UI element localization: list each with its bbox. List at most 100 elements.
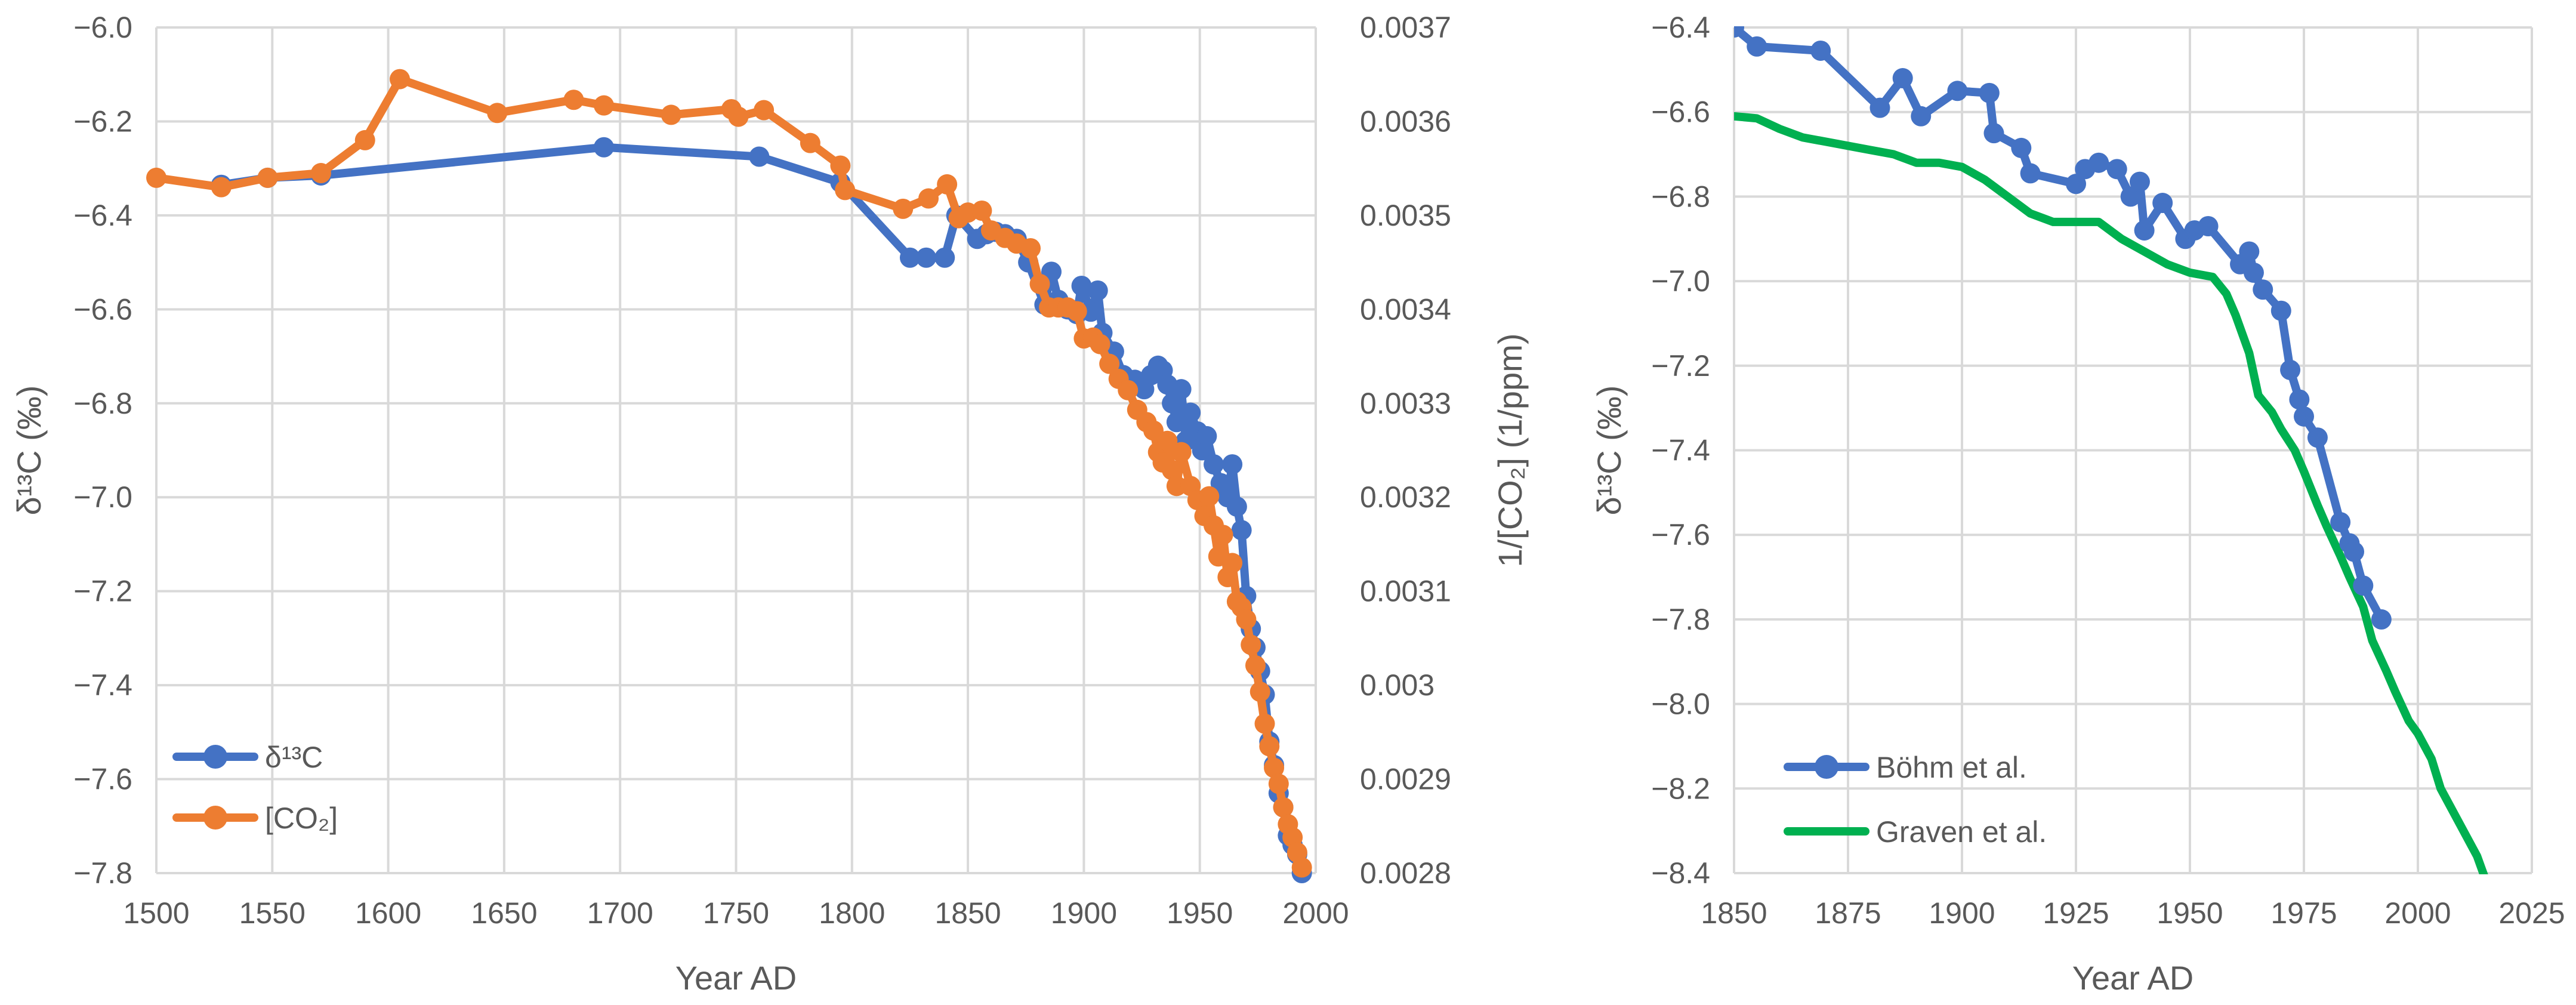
data-point [1983, 123, 2004, 144]
data-point [1222, 553, 1243, 574]
data-point [354, 130, 375, 150]
series-d13c [211, 137, 1312, 883]
y2-tick-label: 0.0032 [1360, 480, 1451, 514]
x-tick-label: 2000 [1282, 896, 1349, 930]
data-point [2330, 511, 2351, 532]
y-tick-label: −6.4 [1651, 11, 1710, 44]
data-point [1213, 525, 1233, 545]
x-tick-label: 1800 [819, 896, 885, 930]
data-point [893, 198, 914, 219]
data-point [916, 247, 937, 268]
legend-item: [CO₂] [172, 801, 338, 835]
data-point [1090, 334, 1110, 354]
data-point [1869, 97, 1890, 118]
y-tick-label: −6.2 [73, 104, 132, 138]
data-point [2020, 163, 2041, 184]
y-tick-label: −6.4 [73, 199, 132, 232]
data-point [1254, 713, 1275, 734]
y-tick-label: −6.0 [73, 11, 132, 44]
data-point [1236, 609, 1257, 630]
data-point [899, 247, 920, 268]
series-line [217, 143, 1306, 877]
x-tick-label: 1500 [123, 896, 189, 930]
data-point [1911, 106, 1932, 127]
legend-label: δ¹³C [265, 741, 323, 774]
data-point [2243, 262, 2264, 283]
x-tick-label: 2000 [2384, 896, 2451, 930]
y2-tick-label: 0.0035 [1360, 199, 1451, 232]
data-point [2344, 541, 2365, 562]
y-tick-label: −7.2 [73, 575, 132, 608]
y-tick-label: −7.0 [73, 480, 132, 514]
data-point [1162, 460, 1183, 480]
data-point [1071, 275, 1092, 296]
data-point [1291, 857, 1312, 878]
data-point [1892, 68, 1913, 89]
series-co2 [146, 69, 1312, 878]
legend-label: [CO₂] [265, 801, 338, 835]
data-point [2294, 406, 2314, 427]
data-point [937, 174, 958, 195]
data-point [593, 137, 614, 158]
x-tick-label: 1700 [587, 896, 653, 930]
data-point [1259, 736, 1280, 757]
data-point [1099, 353, 1120, 374]
y2-tick-label: 0.0031 [1360, 575, 1451, 608]
data-point [1204, 454, 1224, 475]
data-point [1066, 301, 1087, 322]
y-tick-label: −6.8 [73, 387, 132, 420]
data-point [2307, 427, 2328, 448]
data-point [1171, 442, 1192, 463]
y-tick-label: −6.6 [1651, 95, 1710, 129]
data-point [1222, 454, 1243, 475]
data-point [1268, 773, 1289, 794]
y2-tick-label: 0.0037 [1360, 11, 1451, 44]
data-point [1196, 426, 1217, 446]
data-point [2066, 174, 2086, 195]
legend-marker [203, 806, 227, 830]
x-tick-label: 1900 [1929, 896, 1995, 930]
y-tick-label: −7.4 [1651, 434, 1710, 467]
legend-marker [203, 745, 227, 769]
data-point [2353, 575, 2374, 596]
legend-item: δ¹³C [172, 741, 323, 774]
data-point [1020, 238, 1041, 258]
y-tick-label: −7.0 [1651, 264, 1710, 298]
data-point [487, 103, 508, 124]
data-point [661, 104, 681, 125]
data-point [1171, 379, 1192, 400]
chart-right: −6.4 −6.6 −6.8 −7.0 −7.2 −7.4 −7.6 −7.8 −8.0 −8.2… [1590, 11, 2565, 997]
data-point [2129, 171, 2150, 192]
data-point [2198, 215, 2219, 236]
y-tick-label: −6.6 [73, 292, 132, 326]
y-axis-title: δ¹³C (‰) [1590, 386, 1628, 516]
legend-item: Böhm et al. [1784, 751, 2027, 784]
data-point [593, 95, 614, 116]
data-point [1947, 81, 1968, 101]
data-point [2011, 137, 2032, 158]
y-axis-title: δ¹³C (‰) [10, 386, 48, 516]
series-graven [1734, 112, 2488, 874]
data-point [1029, 273, 1050, 294]
data-point [800, 132, 820, 153]
data-point [1118, 380, 1139, 400]
data-point [728, 106, 749, 127]
data-point [146, 167, 166, 188]
y-tick-label: −7.8 [1651, 603, 1710, 636]
x-tick-label: 1950 [2157, 896, 2223, 930]
y-tick-label: −8.0 [1651, 688, 1710, 721]
data-point [2106, 159, 2127, 180]
data-point [1231, 520, 1252, 541]
data-point [2371, 609, 2392, 630]
y2-tick-label: 0.0028 [1360, 856, 1451, 890]
series-line [1734, 112, 2488, 874]
y2-tick-label: 0.0036 [1360, 104, 1451, 138]
y-tick-label: −8.2 [1651, 772, 1710, 805]
legend-item: Graven et al. [1784, 815, 2047, 849]
data-point [2253, 279, 2273, 300]
x-tick-label: 1900 [1051, 896, 1117, 930]
x-axis-title: Year AD [675, 959, 797, 997]
x-tick-label: 1850 [934, 896, 1001, 930]
data-point [1264, 757, 1285, 778]
